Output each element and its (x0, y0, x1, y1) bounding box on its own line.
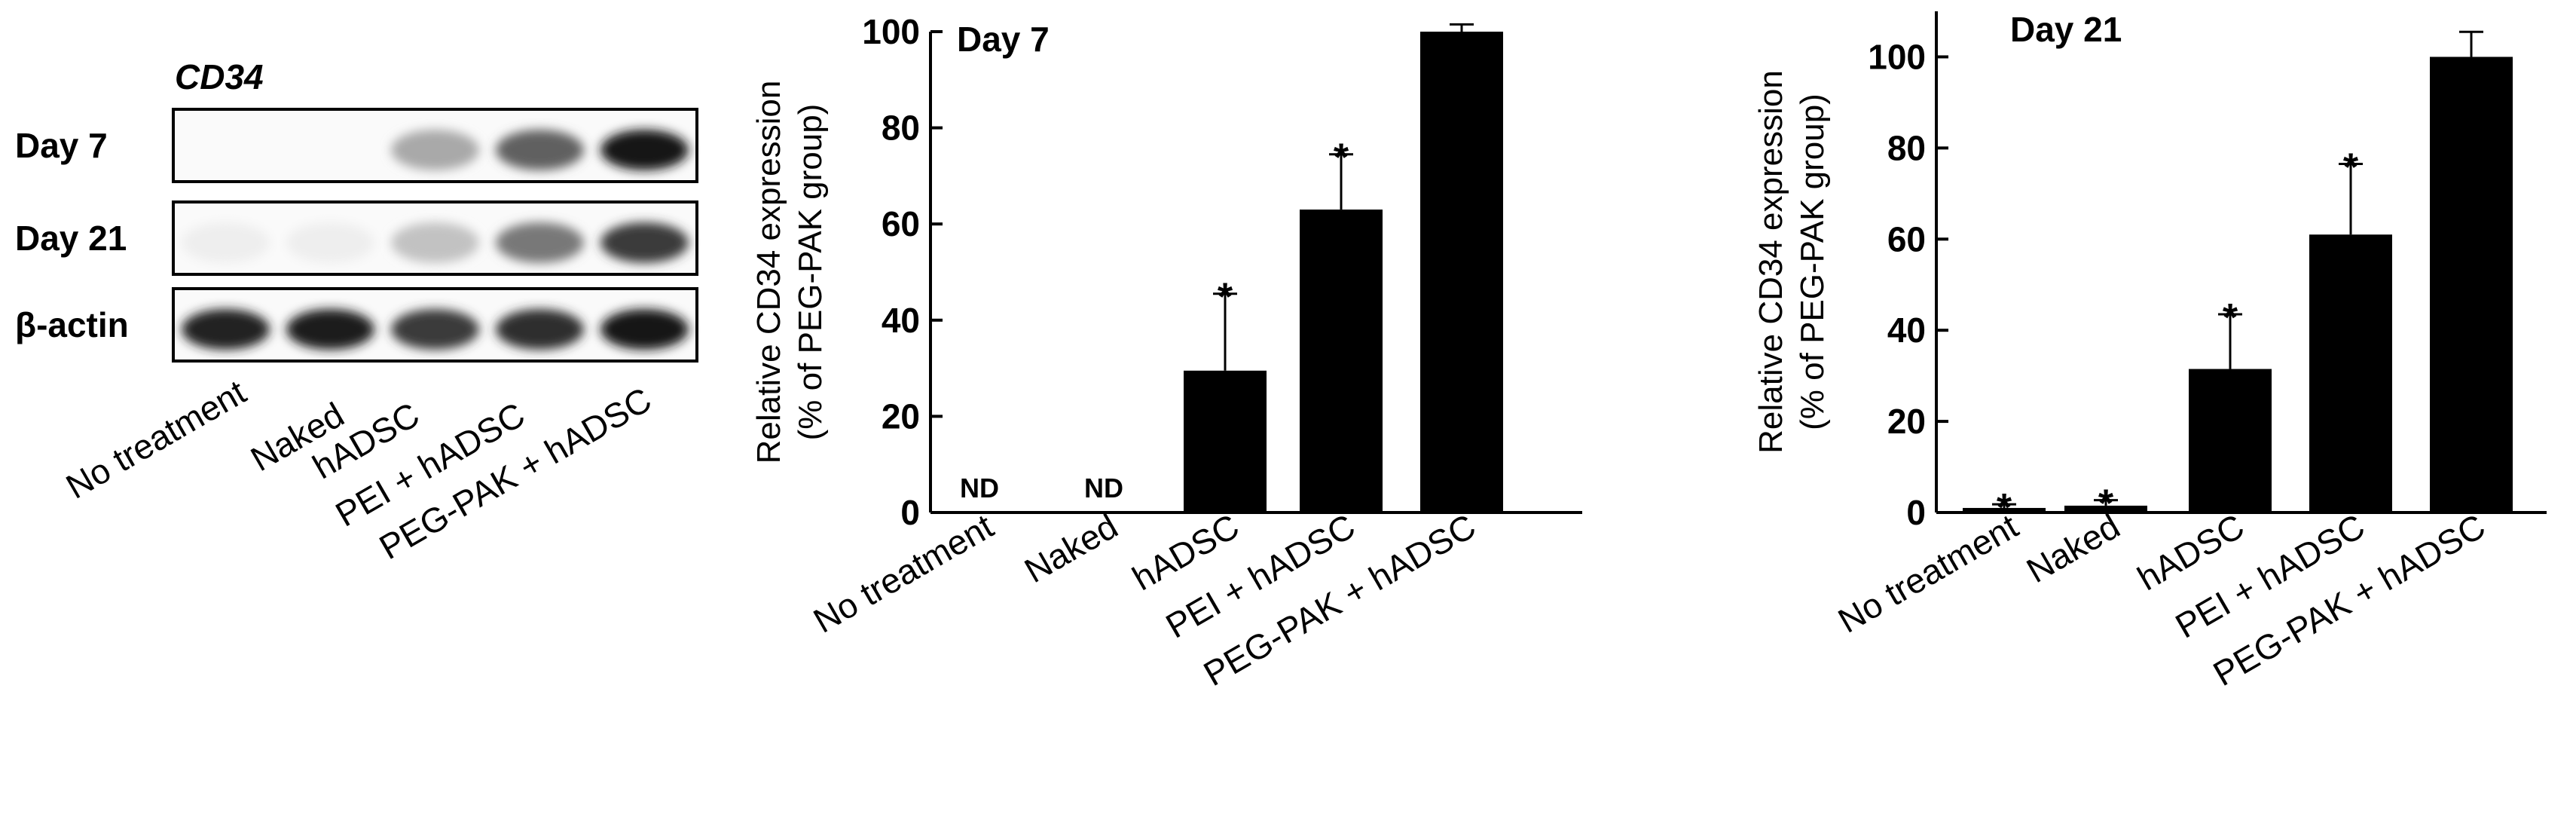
y-tick-label: 80 (1887, 128, 1926, 167)
blot-row-label: Day 21 (15, 219, 127, 258)
blot-row-border (172, 108, 698, 183)
chart-title: Day 21 (2010, 10, 2122, 49)
blot-row-label: β-actin (15, 305, 129, 344)
blot-band (286, 130, 374, 170)
y-tick-label: 40 (882, 301, 920, 340)
y-tick-label: 60 (882, 204, 920, 243)
bar-no-treatment (1963, 507, 2046, 512)
blot-rows: Day 7 Day 21 β-actin (15, 108, 698, 363)
chart-title: Day 7 (957, 20, 1050, 59)
bar-hadsc (2189, 369, 2272, 512)
y-axis-label: (% of PEG-PAK group) (792, 104, 829, 441)
y-axis-label: Relative CD34 expression (1752, 70, 1789, 454)
y-tick-label: 100 (862, 12, 920, 51)
not-detected-label: ND (960, 473, 999, 503)
blot-band (182, 222, 270, 263)
y-tick-label: 60 (1887, 219, 1926, 259)
bar-chart-day7: 0 20 40 60 80 100 Relative CD34 expression (% o… (750, 12, 1582, 693)
x-tick-label-naked: Naked (1018, 506, 1124, 591)
blot-band (391, 222, 479, 263)
blot-band (391, 309, 479, 350)
blot-band (286, 309, 374, 350)
blot-band (182, 309, 270, 350)
x-tick-label-naked: Naked (2020, 506, 2126, 591)
blot-band (496, 222, 584, 263)
x-tick-label-no-treatment: No treatment (1832, 506, 2024, 641)
significance-marker: * (2343, 146, 2359, 190)
blot-band (391, 130, 479, 170)
blot-gene-label: CD34 (175, 57, 264, 96)
bar-hadsc (1184, 370, 1267, 512)
bar-chart-day21: 0 20 40 60 80 100 Relative CD34 expression (% o… (1752, 10, 2547, 693)
significance-marker: * (1218, 276, 1233, 320)
y-axis-label: Relative CD34 expression (750, 81, 787, 464)
blot-lane-label-no-treatment: No treatment (60, 372, 252, 506)
y-tick-label: 80 (882, 109, 920, 148)
significance-marker: * (2098, 482, 2114, 526)
blot-band (496, 309, 584, 350)
blot-row-border (172, 287, 698, 363)
bar-peg-pak-hadsc (1420, 32, 1503, 512)
significance-marker: * (1334, 136, 1349, 180)
y-tick-label: 0 (1906, 493, 1926, 532)
bar-pei-hadsc (2309, 234, 2392, 512)
bar-pei-hadsc (1300, 210, 1383, 512)
blot-band (496, 130, 584, 170)
bar-naked (2064, 505, 2147, 512)
significance-marker: * (2223, 296, 2238, 340)
bar-peg-pak-hadsc (2430, 57, 2513, 513)
y-tick-label: 20 (882, 396, 920, 436)
y-axis-label: (% of PEG-PAK group) (1794, 93, 1831, 430)
not-detected-label: ND (1084, 473, 1123, 503)
blot-band (182, 130, 270, 170)
significance-marker: * (1997, 486, 2012, 530)
blot-band (600, 222, 689, 263)
western-blot-panel: CD34 Day 7 Day 21 β-actin No treatmentNake… (15, 57, 698, 568)
y-tick-label: 40 (1887, 311, 1926, 350)
blot-band (600, 130, 689, 170)
y-tick-label: 100 (1868, 37, 1926, 76)
y-tick-label: 20 (1887, 402, 1926, 441)
blot-row-border (172, 200, 698, 276)
blot-row-label: Day 7 (15, 126, 108, 165)
blot-band (286, 222, 374, 263)
blot-band (600, 309, 689, 350)
y-tick-label: 0 (900, 493, 920, 532)
